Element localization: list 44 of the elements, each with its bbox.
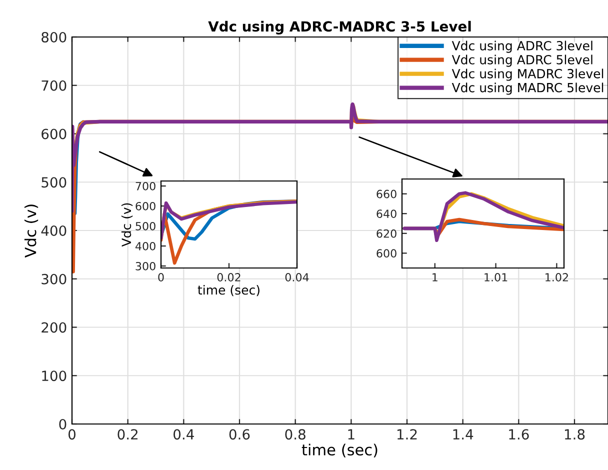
y-tick-label: 600 [136, 202, 156, 210]
legend-label: Vdc using MADRC 5level [452, 82, 604, 95]
chart-title: Vdc using ADRC-MADRC 3-5 Level [208, 20, 471, 34]
y-tick-label: 200 [42, 322, 66, 333]
y-tick-label: 700 [42, 80, 66, 91]
x-tick-label: 0.4 [174, 429, 194, 440]
y-tick-label: 660 [376, 190, 396, 198]
y-tick-label: 300 [136, 262, 156, 270]
legend-label: Vdc using ADRC 5level [452, 54, 592, 67]
line-series [402, 191, 564, 242]
x-tick-label: 0.02 [217, 273, 240, 282]
y-tick-label: 400 [41, 225, 66, 236]
x-axis-title: time (sec) [198, 285, 260, 296]
x-tick-label: 0.04 [285, 273, 309, 282]
y-tick-label: 100 [42, 370, 66, 382]
x-tick-label: 1.02 [546, 273, 568, 282]
y-axis-title: Vdc (v) [121, 203, 133, 247]
x-tick-label: 1.01 [484, 273, 508, 282]
y-tick-label: 620 [376, 229, 396, 238]
y-tick-label: 400 [135, 242, 156, 250]
x-tick-label: 0.2 [118, 429, 138, 440]
legend-label: Vdc using MADRC 3level [452, 68, 604, 81]
y-tick-label: 600 [376, 249, 396, 258]
x-tick-label: 0.8 [285, 429, 306, 440]
y-tick-label: 800 [42, 32, 66, 42]
x-tick-label: 1.2 [397, 429, 417, 440]
x-tick-label: 1 [432, 273, 438, 282]
y-tick-label: 300 [42, 274, 66, 284]
y-tick-label: 500 [42, 177, 66, 188]
x-tick-label: 0 [158, 273, 164, 282]
y-tick-label: 500 [136, 222, 156, 230]
legend-label: Vdc using ADRC 3level [452, 40, 592, 53]
x-tick-label: 0.6 [229, 429, 250, 440]
x-tick-label: 1.4 [453, 429, 474, 440]
x-axis-title: time (sec) [302, 444, 378, 458]
y-tick-label: 600 [42, 128, 66, 140]
y-axis-title: Vdc (v) [24, 204, 38, 258]
x-tick-label: 1 [348, 429, 354, 440]
y-tick-label: 640 [376, 210, 396, 218]
x-tick-label: 0 [68, 429, 76, 440]
y-tick-label: 0 [59, 418, 66, 430]
y-tick-label: 700 [136, 182, 156, 190]
x-tick-label: 1.6 [509, 429, 529, 440]
x-tick-label: 1.8 [564, 429, 585, 440]
